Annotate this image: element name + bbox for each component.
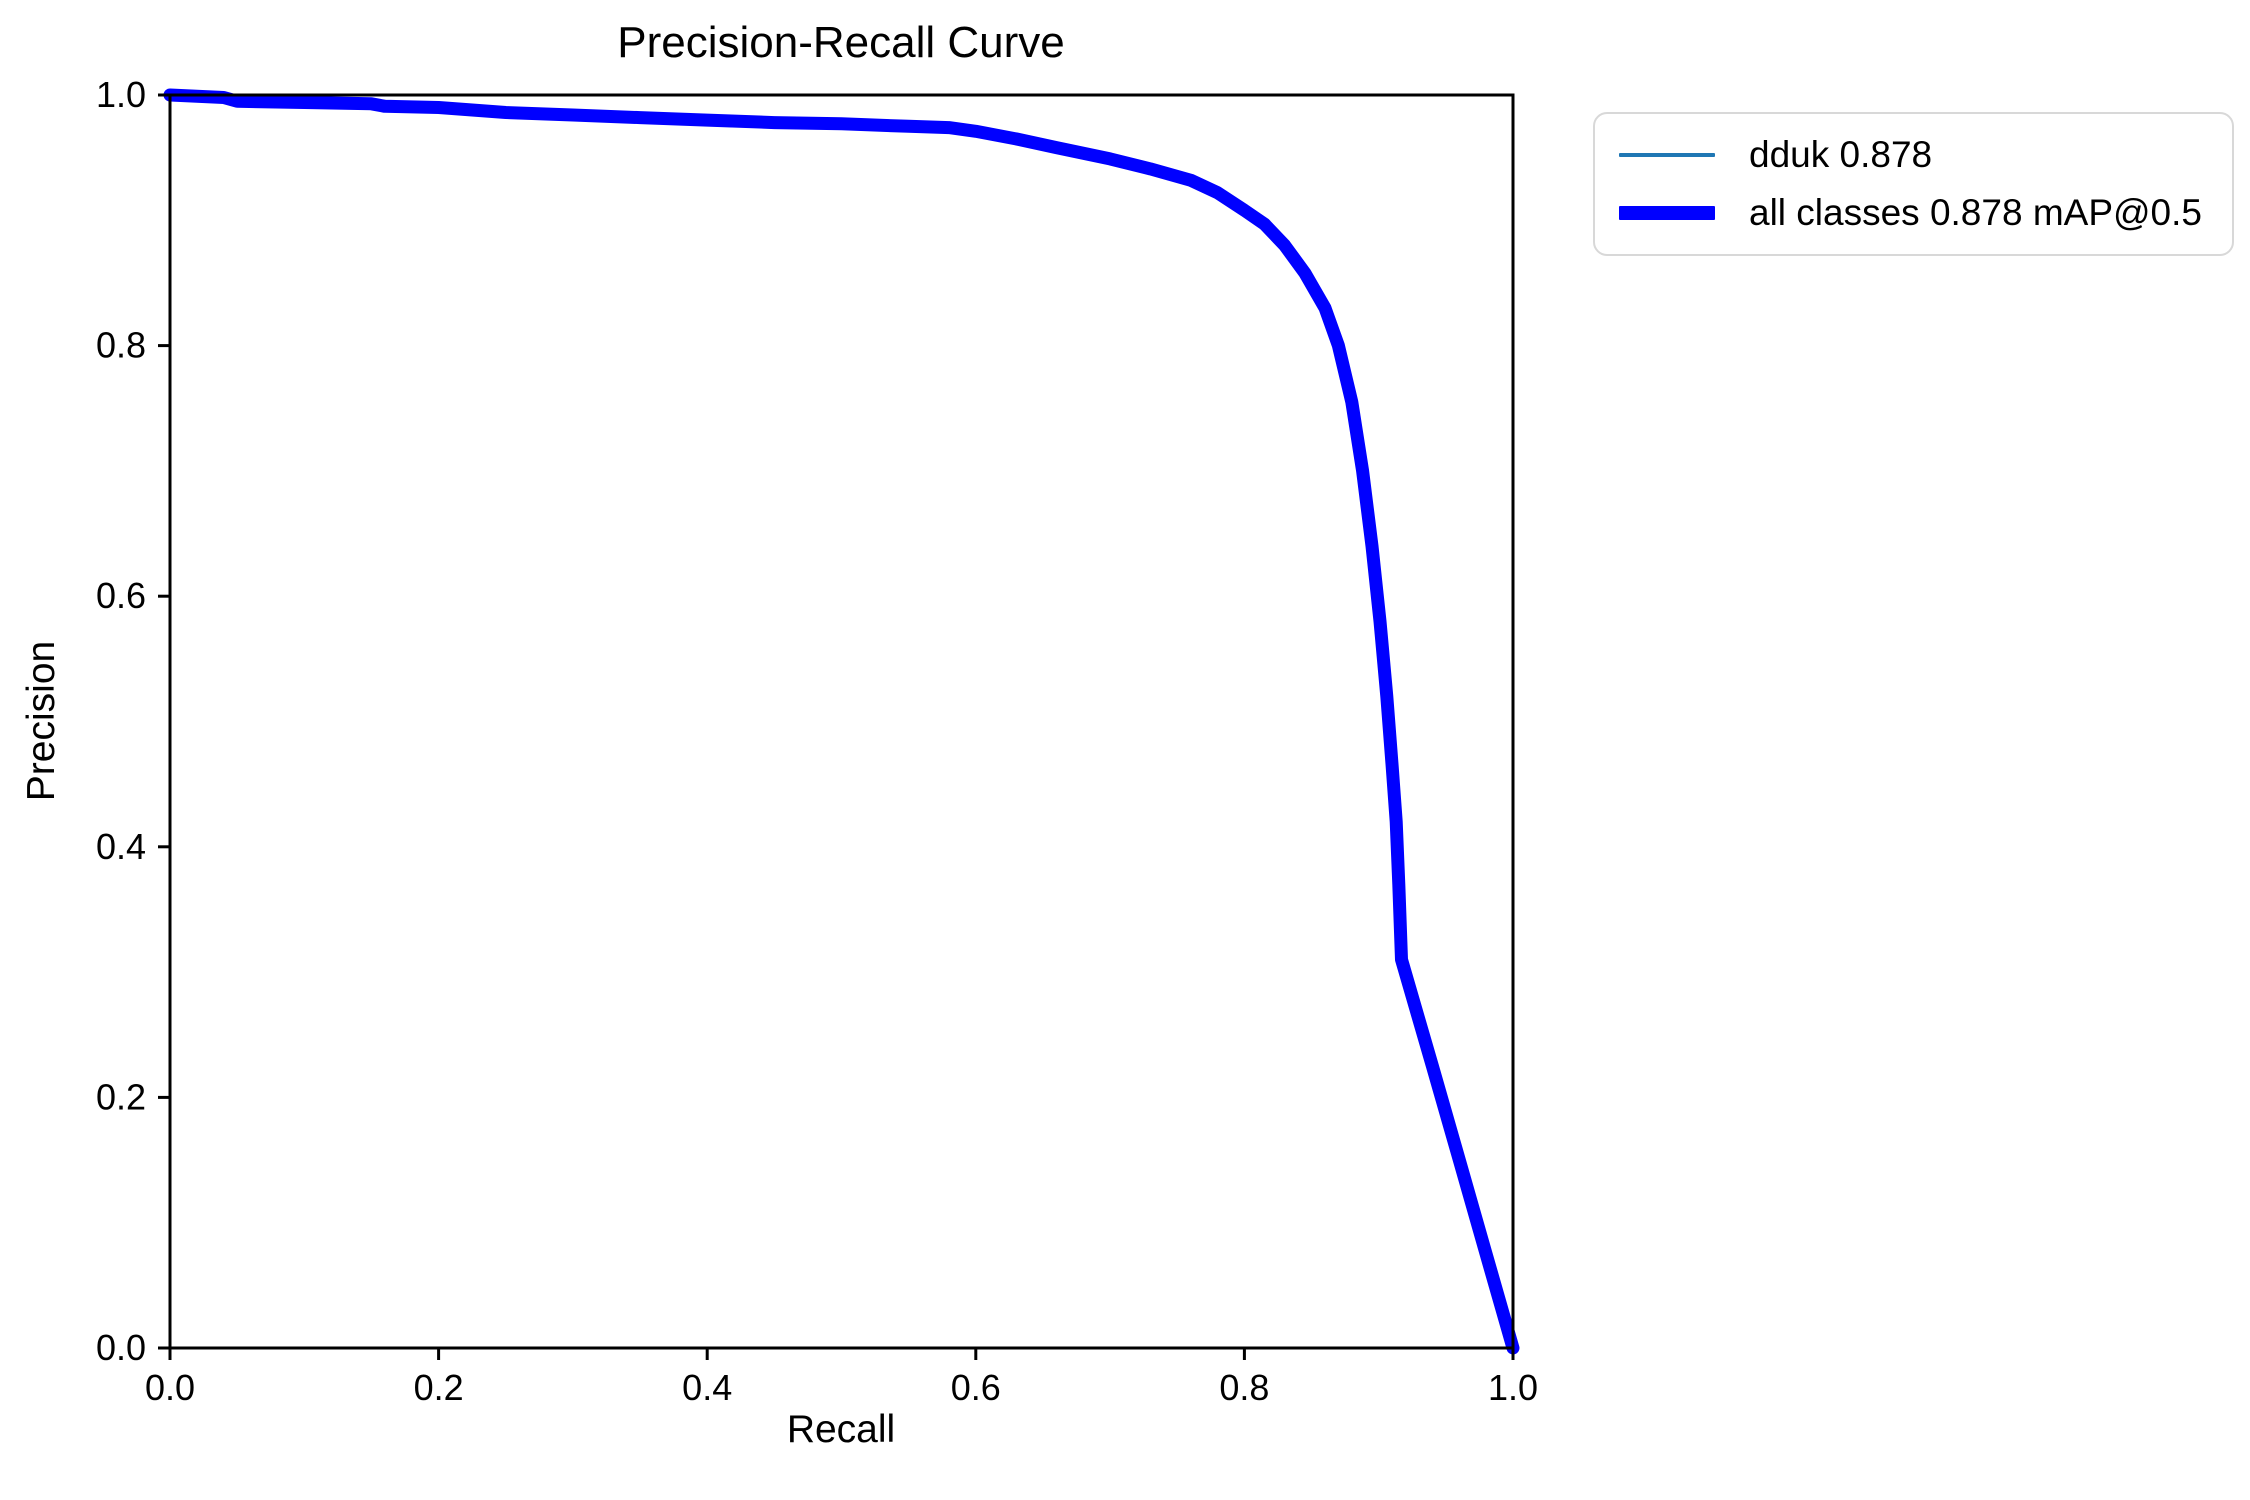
y-tick-label: 0.6 — [96, 575, 146, 616]
legend-entry-all-classes: all classes 0.878 mAP@0.5 — [1619, 192, 2202, 234]
legend-label: all classes 0.878 mAP@0.5 — [1749, 192, 2202, 233]
y-tick-label: 1.0 — [96, 74, 146, 115]
y-tick-label: 0.8 — [96, 325, 146, 366]
x-tick-label: 0.8 — [1219, 1367, 1269, 1408]
y-tick-label: 0.4 — [96, 826, 146, 867]
legend-label: dduk 0.878 — [1749, 134, 1933, 175]
x-axis-label: Recall — [786, 1408, 896, 1451]
y-tick-label: 0.2 — [96, 1076, 146, 1117]
legend-box: dduk 0.878 all classes 0.878 mAP@0.5 — [1593, 112, 2234, 256]
legend-entry-dduk: dduk 0.878 — [1619, 134, 2202, 176]
chart-title: Precision-Recall Curve — [617, 18, 1065, 67]
legend-line-swatch-thin — [1619, 153, 1715, 157]
x-tick-label: 0.2 — [414, 1367, 464, 1408]
x-tick-label: 0.6 — [951, 1367, 1001, 1408]
y-axis-label: Precision — [20, 640, 63, 802]
axes-spines — [168, 93, 1515, 1350]
pr-curve-all-classes — [163, 88, 1520, 1355]
legend-line-swatch-thick — [1619, 206, 1715, 220]
y-tick-label: 0.0 — [96, 1327, 146, 1368]
x-tick-label: 0.4 — [682, 1367, 732, 1408]
x-tick-label: 0.0 — [145, 1367, 195, 1408]
x-tick-label: 1.0 — [1488, 1367, 1538, 1408]
